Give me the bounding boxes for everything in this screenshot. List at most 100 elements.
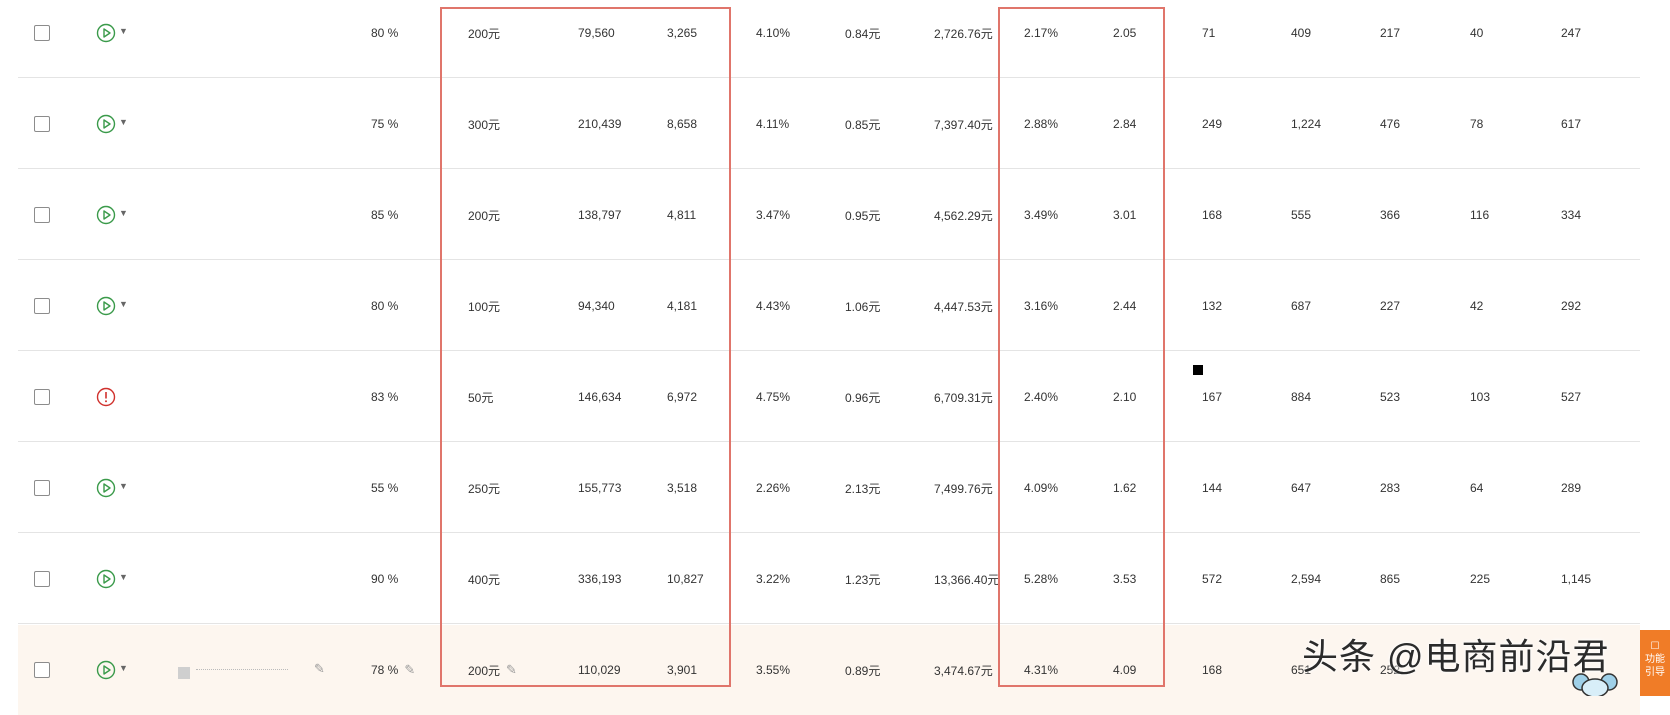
metric-3-cell: 523 (1380, 352, 1400, 442)
metric-1-value: 144 (1202, 481, 1223, 495)
cpc-value: 1.23元 (845, 572, 881, 587)
ctr-cell: 3.47% (756, 170, 790, 260)
rate-value: 2.88% (1024, 117, 1059, 131)
cost-cell: 13,366.40元 (934, 534, 999, 624)
row-checkbox[interactable] (34, 389, 50, 405)
play-icon (96, 23, 116, 43)
metric-1-cell: 71 (1202, 0, 1215, 78)
metric-4-cell: 64 (1470, 443, 1483, 533)
metric-1-value: 249 (1202, 117, 1223, 131)
cpc-cell: 0.96元 (845, 352, 880, 442)
black-square-marker (1193, 365, 1203, 375)
play-status-dropdown[interactable]: ▼ (96, 660, 128, 680)
row-checkbox[interactable] (34, 116, 50, 132)
budget-value: 250元 (468, 481, 501, 496)
cost-cell: 2,726.76元 (934, 0, 993, 78)
blurred-title-text (196, 665, 288, 670)
row-checkbox[interactable] (34, 662, 50, 678)
play-status-dropdown[interactable]: ▼ (96, 23, 128, 43)
metric-2-value: 2,594 (1291, 572, 1322, 586)
clicks-value: 3,265 (667, 26, 698, 40)
rate-cell: 3.49% (1024, 170, 1058, 260)
metric-2-cell: 409 (1291, 0, 1311, 78)
metric-1-cell: 167 (1202, 352, 1222, 442)
row-checkbox[interactable] (34, 298, 50, 314)
edit-title-icon[interactable]: ✎ (314, 661, 325, 676)
metric-2-cell: 2,594 (1291, 534, 1321, 624)
metric-5-value: 334 (1561, 208, 1582, 222)
row-checkbox[interactable] (34, 571, 50, 587)
rate-cell: 4.31% (1024, 625, 1058, 715)
table-row: ▼ 75 % 300元 210,439 8,658 4.11% 0.85元 7,397.40元… (18, 79, 1640, 169)
metric-1-value: 167 (1202, 390, 1223, 404)
impressions-value: 110,029 (578, 663, 621, 677)
metric-1-cell: 572 (1202, 534, 1222, 624)
pct-cell: 75 % (371, 79, 398, 169)
feature-guide-icon: ☐ (1650, 641, 1660, 652)
clicks-cell: 6,972 (667, 352, 697, 442)
cpc-value: 0.85元 (845, 117, 881, 132)
warning-icon[interactable] (96, 387, 116, 407)
budget-cell: 300元 (468, 79, 500, 169)
metric-1-value: 168 (1202, 208, 1223, 222)
metric-3-value: 252 (1380, 663, 1401, 677)
impressions-cell: 210,439 (578, 79, 621, 169)
metric-3-cell: 252 (1380, 625, 1400, 715)
cost-value: 7,397.40元 (934, 117, 993, 132)
cpc-cell: 0.89元 (845, 625, 880, 715)
row-checkbox[interactable] (34, 25, 50, 41)
caret-down-icon: ▼ (119, 481, 128, 491)
metric-2-cell: 687 (1291, 261, 1311, 351)
metric-4-value: 103 (1470, 390, 1491, 404)
metric-5-value: 617 (1561, 117, 1582, 131)
cost-cell: 6,709.31元 (934, 352, 993, 442)
impressions-value: 336,193 (578, 572, 622, 586)
play-status-dropdown[interactable]: ▼ (96, 478, 128, 498)
play-status-dropdown[interactable]: ▼ (96, 296, 128, 316)
play-status-dropdown[interactable]: ▼ (96, 205, 128, 225)
clicks-value: 3,518 (667, 481, 698, 495)
roi-cell: 2.10 (1113, 352, 1136, 442)
caret-down-icon: ▼ (119, 117, 128, 127)
metric-5-value: 289 (1561, 481, 1582, 495)
metric-5-value: 247 (1561, 26, 1582, 40)
edit-icon[interactable]: ✎ (506, 662, 517, 677)
cpc-value: 0.89元 (845, 663, 881, 678)
metric-2-value: 1,224 (1291, 117, 1322, 131)
metric-3-value: 865 (1380, 572, 1401, 586)
clicks-value: 4,811 (667, 208, 697, 222)
table-row: 83 % 50元 146,634 6,972 4.75% 0.96元 6,709.31元 2.… (18, 352, 1640, 442)
metric-3-value: 227 (1380, 299, 1401, 313)
play-status-dropdown[interactable]: ▼ (96, 569, 128, 589)
metric-3-cell: 476 (1380, 79, 1400, 169)
roi-value: 3.01 (1113, 208, 1137, 222)
pct-value: 75 % (371, 117, 399, 131)
table-row: ▼ 55 % 250元 155,773 3,518 2.26% 2.13元 7,499.76元… (18, 443, 1640, 533)
roi-value: 2.10 (1113, 390, 1137, 404)
table-row: ▼ 90 % 400元 336,193 10,827 3.22% 1.23元 13,366.4… (18, 534, 1640, 624)
metric-3-cell: 227 (1380, 261, 1400, 351)
caret-down-icon: ▼ (119, 572, 128, 582)
metric-5-cell: 527 (1561, 352, 1581, 442)
ctr-cell: 4.43% (756, 261, 790, 351)
ctr-value: 3.22% (756, 572, 791, 586)
row-checkbox[interactable] (34, 207, 50, 223)
ctr-value: 4.75% (756, 390, 791, 404)
impressions-value: 94,340 (578, 299, 615, 313)
cpc-cell: 0.85元 (845, 79, 880, 169)
play-status-dropdown[interactable]: ▼ (96, 114, 128, 134)
cost-cell: 4,562.29元 (934, 170, 993, 260)
edit-icon[interactable]: ✎ (404, 662, 416, 677)
metric-3-value: 217 (1380, 26, 1401, 40)
budget-cell: 50元 (468, 352, 493, 442)
metric-1-cell: 249 (1202, 79, 1222, 169)
caret-down-icon: ▼ (119, 208, 128, 218)
roi-value: 4.09 (1113, 663, 1137, 677)
feature-guide-button[interactable]: ☐ 功能 引导 (1640, 630, 1670, 696)
roi-cell: 3.53 (1113, 534, 1136, 624)
rate-cell: 4.09% (1024, 443, 1058, 533)
metric-2-value: 651 (1291, 663, 1312, 677)
metric-2-cell: 555 (1291, 170, 1311, 260)
impressions-value: 210,439 (578, 117, 622, 131)
row-checkbox[interactable] (34, 480, 50, 496)
